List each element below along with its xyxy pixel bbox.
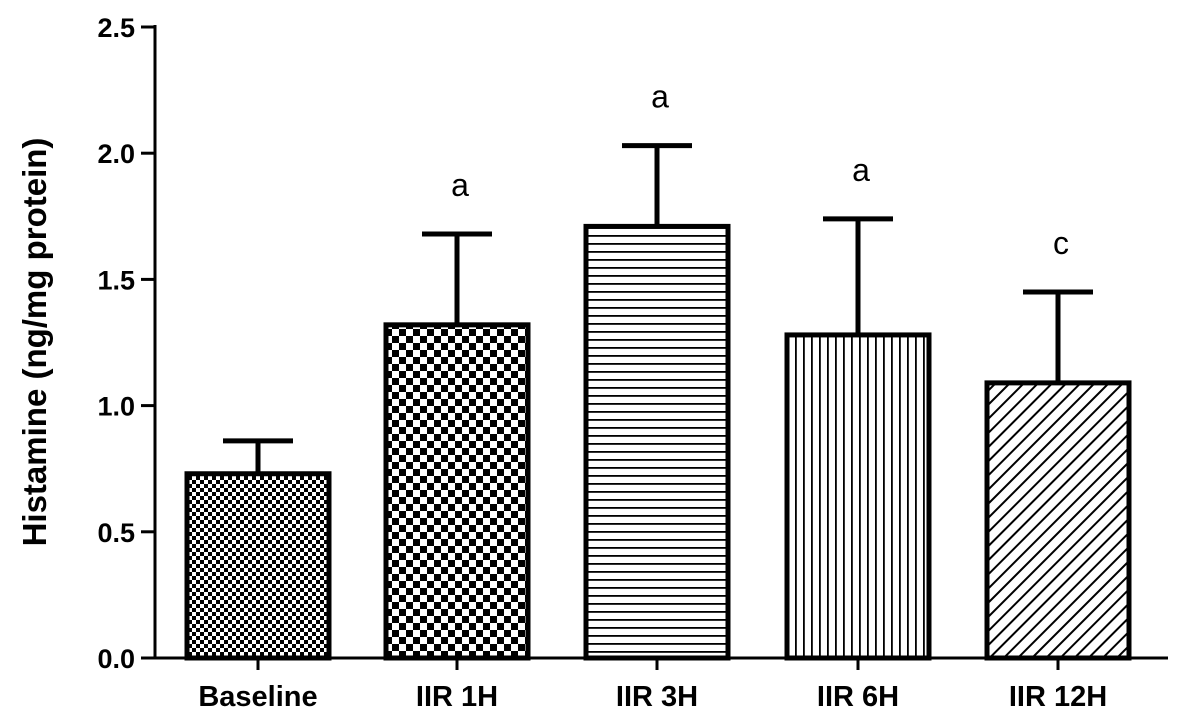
y-tick-label-2.0: 2.0 <box>97 139 135 169</box>
x-tick-label-iir-1h: IIR 1H <box>416 681 498 713</box>
annotation-iir-3h: a <box>651 79 669 115</box>
y-tick-label-0.5: 0.5 <box>97 518 135 548</box>
bar-baseline <box>184 471 332 661</box>
axes-layer: Baseline IIR 1H IIR 3H IIR 6H IIR 12H 0.0 0.5 1… <box>97 13 1168 713</box>
y-tick-label-1.5: 1.5 <box>97 265 135 295</box>
bars-layer: a a a c <box>184 79 1132 661</box>
bar-iir-12h <box>984 380 1132 661</box>
x-tick-label-iir-6h: IIR 6H <box>817 681 899 713</box>
x-tick-label-iir-3h: IIR 3H <box>616 681 698 713</box>
x-tick-label-iir-12h: IIR 12H <box>1009 681 1107 713</box>
y-tick-label-1.0: 1.0 <box>97 392 135 422</box>
annotation-iir-1h: a <box>451 167 469 203</box>
bar-iir-3h <box>583 223 731 661</box>
annotation-iir-6h: a <box>852 152 870 188</box>
x-tick-label-baseline: Baseline <box>198 681 317 713</box>
y-tick-label-0.0: 0.0 <box>97 644 135 674</box>
bar-iir-1h <box>383 322 531 661</box>
y-axis-title: Histamine (ng/mg protein) <box>16 138 53 547</box>
y-tick-label-2.5: 2.5 <box>97 13 135 43</box>
annotation-iir-12h: c <box>1053 225 1069 261</box>
bar-iir-6h <box>784 332 932 661</box>
